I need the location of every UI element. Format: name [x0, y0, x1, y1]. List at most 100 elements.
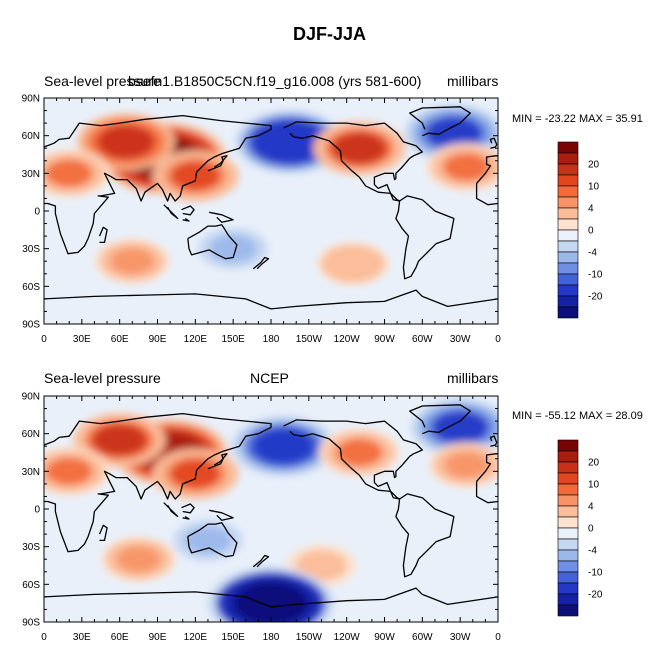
- top-coastline-4: [187, 224, 238, 260]
- top-lat-label-3: 0: [34, 207, 40, 218]
- top-feature-8-ring-3: [209, 234, 257, 263]
- top-coastline-1: [475, 155, 498, 206]
- top-left-label: Sea-level pressure: [44, 73, 161, 89]
- figure-title: DJF-JJA: [292, 24, 367, 44]
- bottom-lon-label-2: 60E: [111, 632, 129, 643]
- bottom-lon-label-12: 0: [495, 632, 501, 643]
- bottom-coastline-10: [252, 554, 270, 568]
- bottom-colorbar-label-4: -4: [588, 546, 597, 557]
- bottom-lon-label-6: 180: [263, 632, 280, 643]
- bottom-colorbar-swatch-9: [557, 538, 579, 551]
- top-lon-label-5: 150E: [221, 334, 245, 345]
- bottom-coastline-6: [44, 587, 498, 608]
- top-colorbar-swatch-7: [557, 218, 579, 231]
- top-coastline-13: [209, 211, 234, 223]
- top-colorbar-swatch-11: [557, 262, 579, 275]
- bottom-colorbar-swatch-8: [557, 527, 579, 540]
- bottom-feature-4-ring-3: [253, 428, 314, 464]
- bottom-feature-7-ring-3: [444, 452, 489, 479]
- bottom-colorbar-label-2: 4: [588, 502, 594, 513]
- top-lon-label-12: 0: [495, 334, 501, 345]
- top-coastline-3: [395, 195, 455, 280]
- bottom-coastline-13: [209, 509, 234, 521]
- top-colorbar-swatch-1: [557, 152, 579, 165]
- bottom-colorbar-label-5: -10: [588, 568, 603, 579]
- top-lon-label-0: 0: [41, 334, 47, 345]
- bottom-colorbar-swatch-10: [557, 549, 579, 562]
- bottom-feature-5-ring-3: [335, 438, 383, 467]
- bottom-feature-11-ring-3: [234, 582, 308, 622]
- top-colorbar-swatch-2: [557, 163, 579, 176]
- top-colorbar-swatch-8: [557, 229, 579, 242]
- bottom-left-label: Sea-level pressure: [44, 370, 161, 386]
- top-colorbar-label-0: 20: [588, 160, 600, 171]
- bottom-units: millibars: [447, 370, 499, 386]
- bottom-coastline-14: [181, 503, 195, 514]
- top-lat-label-2: 30N: [22, 169, 40, 180]
- bottom-lat-label-5: 60S: [22, 580, 40, 591]
- bottom-lon-label-11: 30W: [450, 632, 471, 643]
- bottom-lat-label-0: 90N: [22, 392, 40, 403]
- top-feature-9-ring-3: [110, 248, 155, 275]
- top-lon-label-8: 120W: [334, 334, 361, 345]
- bottom-coastline-8: [207, 453, 228, 470]
- top-coastline-11: [163, 204, 179, 220]
- top-colorbar-label-6: -20: [588, 292, 603, 303]
- bottom-lon-label-1: 30E: [73, 632, 91, 643]
- bottom-coastline-5: [409, 404, 471, 435]
- top-colorbar-swatch-5: [557, 196, 579, 209]
- bottom-feature-10-ring-3: [301, 553, 342, 578]
- bottom-coastline-12: [182, 515, 190, 520]
- top-feature-7-ring-3: [443, 153, 490, 181]
- top-center-label: bsefn1.B1850C5CN.f19_g16.008 (yrs 581-60…: [128, 73, 422, 89]
- bottom-colorbar-swatch-14: [557, 593, 579, 606]
- bottom-colorbar-label-0: 20: [588, 458, 600, 469]
- top-lon-label-9: 90W: [374, 334, 395, 345]
- top-colorbar-swatch-15: [557, 306, 579, 319]
- top-colorbar-swatch-12: [557, 273, 579, 286]
- bottom-colorbar-label-3: 0: [588, 524, 594, 535]
- top-colorbar-swatch-4: [557, 185, 579, 198]
- top-coastline-9: [98, 226, 108, 244]
- top-units: millibars: [447, 73, 499, 89]
- bottom-lon-label-9: 90W: [374, 632, 395, 643]
- bottom-colorbar-label-1: 10: [588, 480, 600, 491]
- bottom-feature-8-ring-3: [184, 526, 232, 555]
- top-colorbar-swatch-0: [557, 141, 579, 154]
- top-feature-4-ring-3: [258, 123, 322, 161]
- top-colorbar-label-1: 10: [588, 182, 600, 193]
- bottom-lon-label-5: 150E: [221, 632, 245, 643]
- top-feature-2-ring-3: [45, 159, 93, 188]
- bottom-lon-label-8: 120W: [334, 632, 361, 643]
- bottom-coastline-1: [475, 453, 498, 504]
- top-colorbar-swatch-6: [557, 207, 579, 220]
- top-coastline-14: [181, 205, 195, 216]
- top-coastline-0: [44, 114, 272, 255]
- top-coastline-2: [283, 121, 423, 202]
- bottom-colorbar-swatch-11: [557, 560, 579, 573]
- top-colorbar-swatch-13: [557, 284, 579, 297]
- bottom-colorbar-swatch-6: [557, 505, 579, 518]
- top-lat-label-5: 60S: [22, 282, 40, 293]
- top-feature-3-ring-3: [170, 161, 221, 191]
- top-colorbar-swatch-3: [557, 174, 579, 187]
- bottom-lat-label-1: 60N: [22, 429, 40, 440]
- top-coastline-12: [182, 217, 190, 222]
- bottom-lon-label-4: 120E: [184, 632, 208, 643]
- bottom-lat-label-3: 0: [34, 505, 40, 516]
- bottom-colorbar-swatch-7: [557, 516, 579, 529]
- top-feature-5-ring-3: [332, 132, 386, 164]
- bottom-lon-label-0: 0: [41, 632, 47, 643]
- top-coastline-10: [252, 256, 270, 270]
- top-colorbar-swatch-14: [557, 295, 579, 308]
- bottom-colorbar-swatch-13: [557, 582, 579, 595]
- bottom-coastline-11: [163, 502, 179, 518]
- top-lat-label-4: 30S: [22, 244, 40, 255]
- top-coastline-7: [489, 137, 498, 149]
- bottom-colorbar-label-6: -20: [588, 590, 603, 601]
- top-lat-label-6: 90S: [22, 320, 40, 331]
- bottom-coastline-7: [489, 435, 498, 447]
- bottom-colorbar-swatch-4: [557, 483, 579, 496]
- top-colorbar-label-4: -4: [588, 248, 597, 259]
